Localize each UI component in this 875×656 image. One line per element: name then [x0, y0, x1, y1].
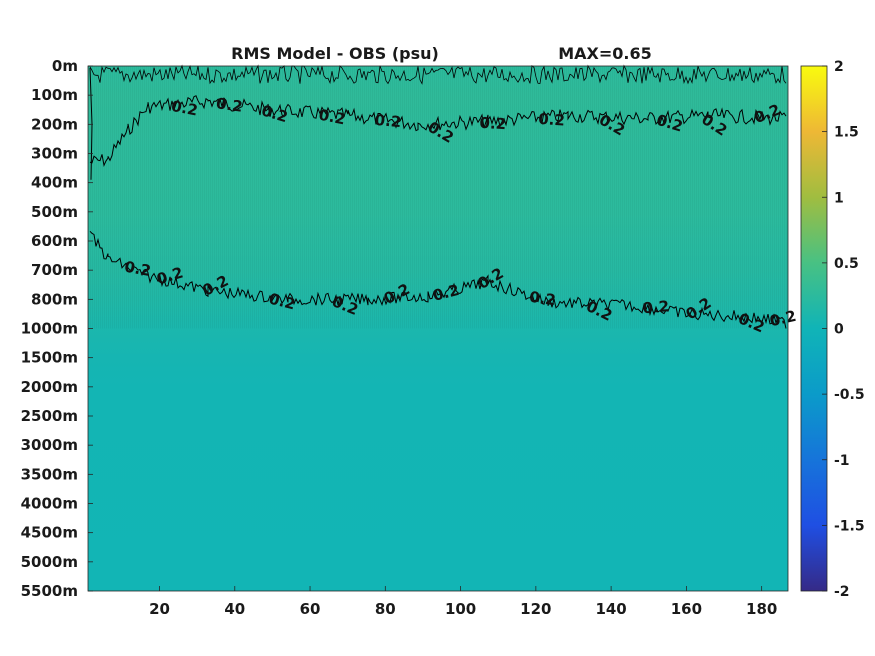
- y-axis: 0m 100m 200m 300m 400m 500m 600m 700m 800m 1000m 1…: [21, 57, 93, 600]
- y-tick-label: 3000m: [21, 436, 78, 454]
- x-axis: 20 40 60 80 100 120 140 160 180: [149, 586, 777, 618]
- colorbar-tick-label: -1: [834, 453, 850, 469]
- contour-label: 0.2: [267, 290, 297, 314]
- y-tick-label: 1000m: [21, 320, 78, 338]
- x-tick-label: 100: [445, 600, 476, 618]
- colorbar-tick-label: -0.5: [834, 387, 865, 403]
- x-tick-label: 60: [300, 600, 321, 618]
- y-tick-label: 500m: [31, 203, 78, 221]
- contour-lower: [89, 230, 787, 329]
- x-tick-label: 80: [375, 600, 396, 618]
- x-tick-label: 40: [224, 600, 245, 618]
- x-tick-label: 140: [595, 600, 626, 618]
- x-tick-label: 160: [671, 600, 702, 618]
- y-tick-label: 2500m: [21, 407, 78, 425]
- x-tick-label: 20: [149, 600, 170, 618]
- field-texture: [88, 66, 788, 329]
- y-tick-label: 3500m: [21, 465, 78, 483]
- contour-label: 0.2: [479, 114, 506, 133]
- colorbar-tick-label: 1: [834, 190, 844, 206]
- contour-label: 0.2: [642, 297, 670, 317]
- contour-label: 0.2: [768, 307, 798, 331]
- colorbar-tick-label: 2: [834, 59, 844, 75]
- chart-title: RMS Model - OBS (psu): [231, 44, 439, 63]
- y-tick-label: 600m: [31, 232, 78, 250]
- y-tick-label: 0m: [52, 57, 78, 75]
- contour-label: 0.2: [123, 258, 152, 280]
- y-tick-label: 800m: [31, 290, 78, 308]
- contour-surface: [89, 64, 787, 85]
- y-tick-label: 100m: [31, 86, 78, 104]
- colorbar-tick-label: 1.5: [834, 125, 859, 141]
- contour-upper: [89, 95, 787, 167]
- contour-label: 0.2: [431, 281, 461, 305]
- y-tick-label: 2000m: [21, 378, 78, 396]
- y-tick-label: 400m: [31, 174, 78, 192]
- colorbar-tick-label: -2: [834, 584, 850, 600]
- max-label: MAX=0.65: [558, 44, 652, 63]
- y-tick-label: 4000m: [21, 495, 78, 513]
- y-tick-label: 200m: [31, 115, 78, 133]
- colorbar-ticks: 2 1.5 1 0.5 0 -0.5 -1 -1.5 -2: [822, 59, 865, 600]
- contour-label: 0.2: [170, 97, 200, 120]
- y-tick-label: 4500m: [21, 524, 78, 542]
- contour-label: 0.2: [317, 106, 347, 129]
- contour-label: 0.2: [538, 110, 566, 130]
- y-tick-label: 5000m: [21, 553, 78, 571]
- colorbar-tick-label: 0: [834, 322, 844, 338]
- x-tick-label: 180: [746, 600, 777, 618]
- colorbar-tick-label: 0.5: [834, 256, 859, 272]
- contour-label: 0.2: [374, 111, 402, 131]
- y-tick-label: 5500m: [21, 582, 78, 600]
- y-tick-label: 300m: [31, 145, 78, 163]
- contour-label: 0.2: [215, 94, 244, 116]
- x-tick-label: 120: [520, 600, 551, 618]
- y-tick-label: 700m: [31, 261, 78, 279]
- colorbar-tick-label: -1.5: [834, 518, 865, 534]
- contour-label: 0.2: [528, 288, 557, 310]
- heatmap-field: [88, 66, 788, 591]
- y-tick-label: 1500m: [21, 349, 78, 367]
